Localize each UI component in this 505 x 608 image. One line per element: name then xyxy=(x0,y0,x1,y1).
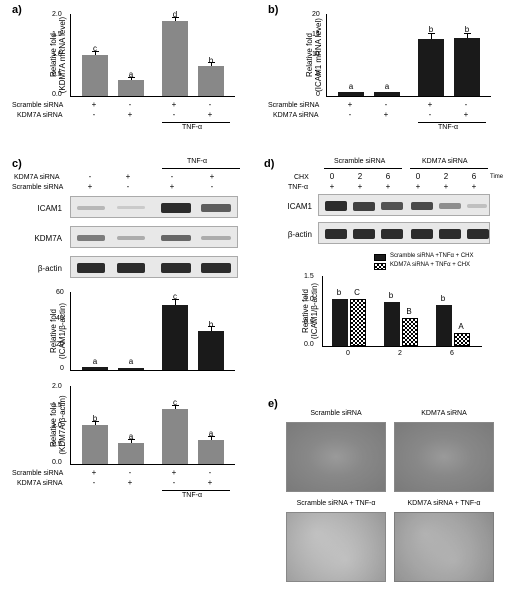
panel-a-row1-label: Scramble siRNA xyxy=(12,102,63,109)
panel-b: b) Relative fold(ICAM1 mRNA level) 20 15… xyxy=(268,4,498,149)
bar-b-4 xyxy=(454,38,480,96)
bar-b-2 xyxy=(374,92,400,96)
micro-kdm7a xyxy=(394,422,494,492)
bar-a-4 xyxy=(198,66,224,96)
micro-scramble xyxy=(286,422,386,492)
panel-d-chart: Relative fold(ICAM1/β-actin) 1.5 1.0 0.5… xyxy=(322,276,482,346)
panel-e: e) Scramble siRNA KDM7A siRNA Scramble s… xyxy=(268,398,498,598)
panel-a-chart: Relative fold(KDM7A mRNA level) 2.0 1.5 … xyxy=(70,14,235,96)
blot-kdm7a xyxy=(70,226,238,248)
micro-scramble-tnf xyxy=(286,512,386,582)
panel-b-chart: Relative fold(ICAM1 mRNA level) 20 15 10… xyxy=(326,14,491,96)
bar-a-2 xyxy=(118,80,144,96)
legend-checker xyxy=(374,263,386,270)
panel-d: d) Scramble siRNA KDM7A siRNA CHX TNF-α … xyxy=(264,158,500,388)
blot-icam1 xyxy=(70,196,238,218)
panel-b-label: b) xyxy=(268,4,278,16)
blot-d-icam1 xyxy=(318,194,490,216)
blot-d-bactin xyxy=(318,222,490,244)
bar-a-1 xyxy=(82,55,108,96)
legend-solid xyxy=(374,254,386,261)
panel-c-chart2: Relative fold(KDM7A/β-actin) 2.0 1.5 1.0… xyxy=(70,386,235,464)
blot-bactin xyxy=(70,256,238,278)
panel-a-row2-label: KDM7A siRNA xyxy=(17,112,63,119)
bar-b-1 xyxy=(338,92,364,96)
panel-a-label: a) xyxy=(12,4,22,16)
panel-c-chart1: Relative fold(ICAM1/β-actin) 60 40 20 0 … xyxy=(70,292,235,370)
panel-a: a) Relative fold(KDM7A mRNA level) 2.0 1… xyxy=(12,4,242,149)
bar-a-3 xyxy=(162,21,188,96)
panel-c: c) TNF-α KDM7A siRNA Scramble siRNA - + … xyxy=(12,158,244,603)
micro-kdm7a-tnf xyxy=(394,512,494,582)
bar-b-3 xyxy=(418,39,444,96)
